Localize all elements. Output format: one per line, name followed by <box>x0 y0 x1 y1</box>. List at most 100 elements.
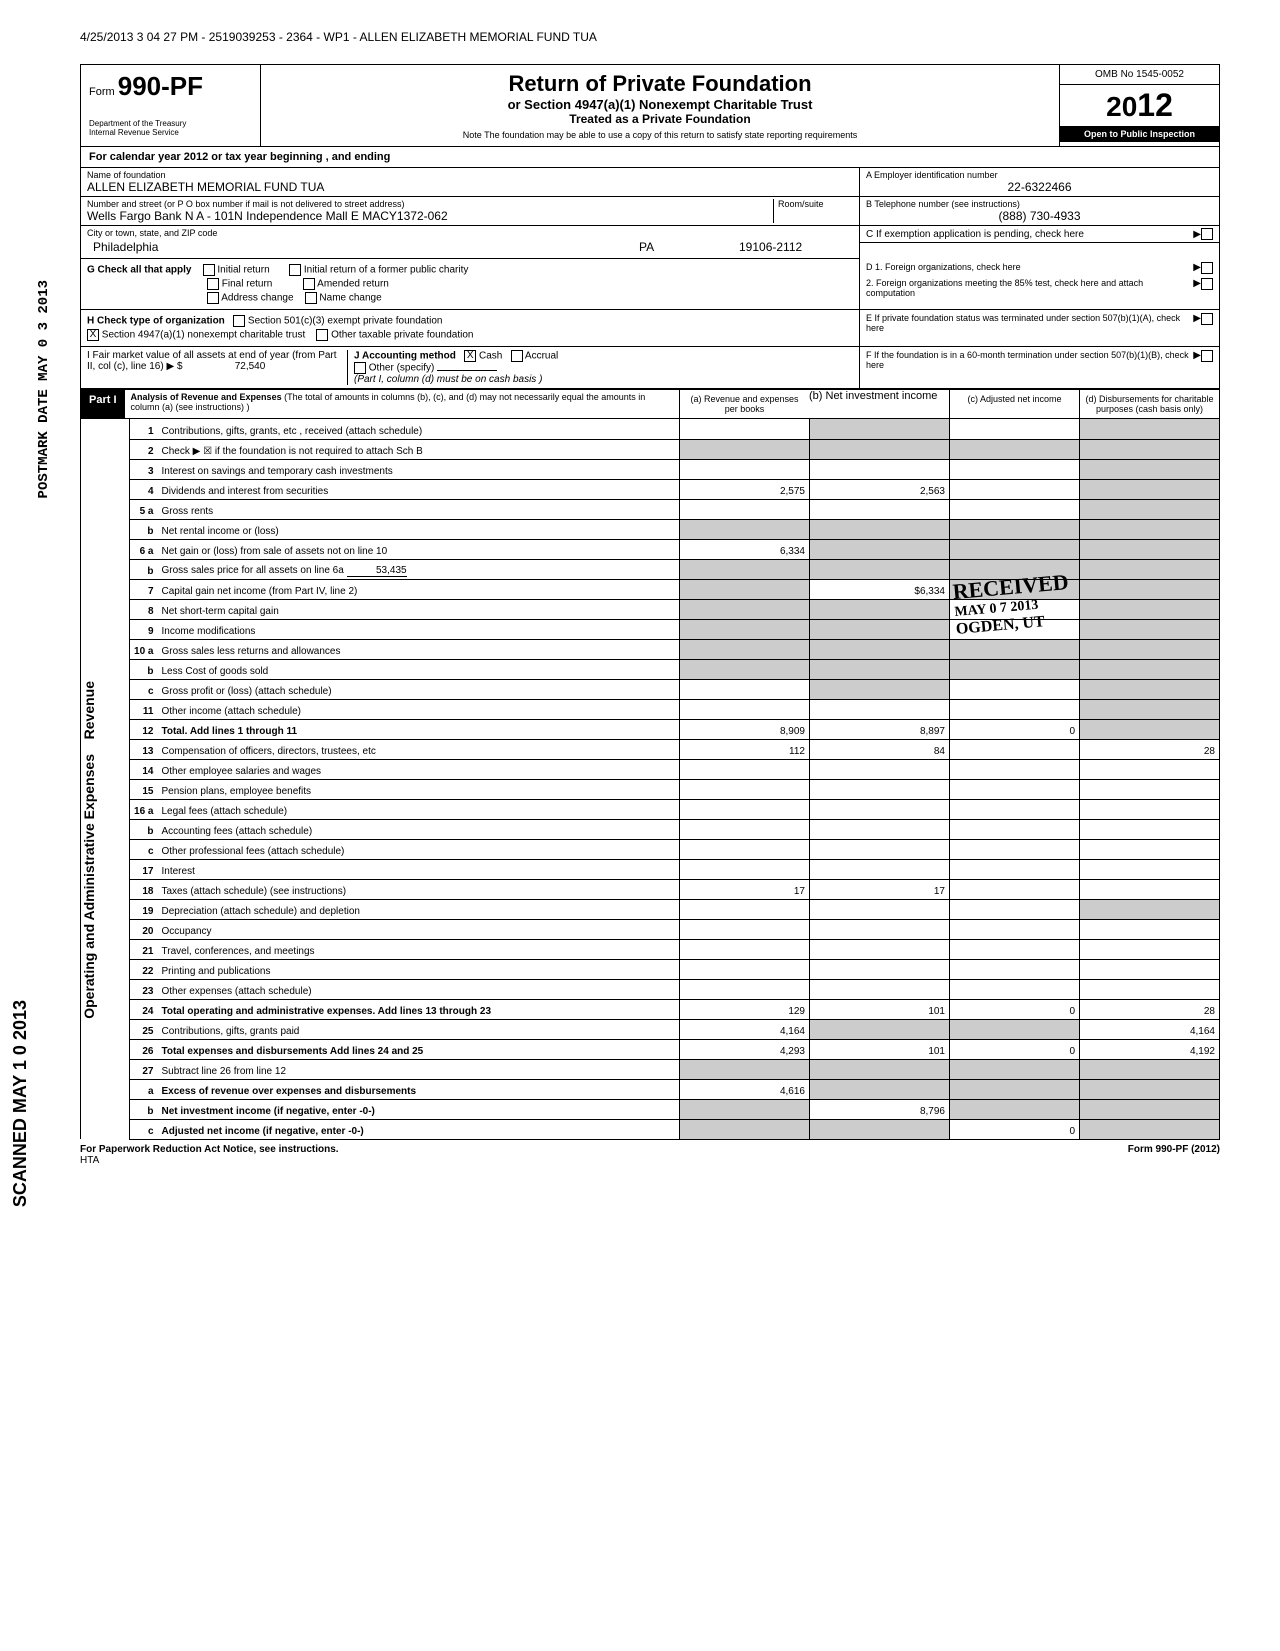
box-f: F If the foundation is in a 60-month ter… <box>866 350 1193 370</box>
line-27c: Adjusted net income (if negative, enter … <box>158 1119 680 1139</box>
received-stamp: RECEIVED MAY 0 7 2013 OGDEN, UT <box>951 569 1072 639</box>
g-initial: Initial return <box>217 265 269 276</box>
h-opt3: Other taxable private foundation <box>331 330 473 341</box>
zip: 19106-2112 <box>733 238 853 256</box>
revenue-label: Revenue <box>81 681 97 739</box>
line-17: Interest <box>158 859 680 879</box>
tax-year: 2012 <box>1060 85 1219 126</box>
h-label: H Check type of organization <box>87 316 225 327</box>
phone-label: B Telephone number (see instructions) <box>866 199 1213 209</box>
form-label: Form <box>89 86 115 98</box>
j-cash: Cash <box>479 351 502 362</box>
part1-label: Part I <box>81 390 125 418</box>
room-label: Room/suite <box>778 199 853 209</box>
line-13: Compensation of officers, directors, tru… <box>158 739 680 759</box>
scanned-stamp: SCANNED MAY 1 0 2013 <box>10 1000 31 1207</box>
calendar-year-row: For calendar year 2012 or tax year begin… <box>80 147 1220 168</box>
g-final: Final return <box>222 279 273 290</box>
omb: OMB No 1545-0052 <box>1060 65 1219 85</box>
f-check[interactable] <box>1201 350 1213 362</box>
j-accrual-check[interactable] <box>511 350 523 362</box>
g-final-check[interactable] <box>207 278 219 290</box>
g-label: G Check all that apply <box>87 265 191 276</box>
box-d2: 2. Foreign organizations meeting the 85%… <box>866 278 1193 298</box>
line-26: Total expenses and disbursements Add lin… <box>158 1039 680 1059</box>
form-note: Note The foundation may be able to use a… <box>269 130 1051 140</box>
line-21: Travel, conferences, and meetings <box>158 939 680 959</box>
name-label: Name of foundation <box>87 170 853 180</box>
line-10a: Gross sales less returns and allowances <box>158 639 680 659</box>
g-addr-check[interactable] <box>207 292 219 304</box>
box-e: E If private foundation status was termi… <box>866 313 1193 333</box>
h-opt2: Section 4947(a)(1) nonexempt charitable … <box>102 330 305 341</box>
col-b-header: (b) Net investment income <box>809 390 949 418</box>
col-c-header: (c) Adjusted net income <box>949 390 1079 418</box>
line-12: Total. Add lines 1 through 11 <box>158 719 680 739</box>
g-name-change: Name change <box>319 293 381 304</box>
footer-right: Form 990-PF (2012) <box>1128 1144 1220 1166</box>
line-15: Pension plans, employee benefits <box>158 779 680 799</box>
g-name-check[interactable] <box>305 292 317 304</box>
ein: 22-6322466 <box>866 180 1213 194</box>
j-other: Other (specify) <box>369 363 435 374</box>
line-7: Capital gain net income (from Part IV, l… <box>158 579 680 599</box>
addr-label: Number and street (or P O box number if … <box>87 199 773 209</box>
part1-table: Revenue 1Contributions, gifts, grants, e… <box>80 419 1220 1140</box>
line-20: Occupancy <box>158 919 680 939</box>
g-initial-check[interactable] <box>203 264 215 276</box>
state: PA <box>633 238 733 256</box>
footer-hta: HTA <box>80 1155 99 1166</box>
line-1: Contributions, gifts, grants, etc , rece… <box>158 419 680 439</box>
line-25: Contributions, gifts, grants paid <box>158 1019 680 1039</box>
line-16b: Accounting fees (attach schedule) <box>158 819 680 839</box>
j-other-check[interactable] <box>354 362 366 374</box>
h-opt1: Section 501(c)(3) exempt private foundat… <box>248 316 443 327</box>
line-23: Other expenses (attach schedule) <box>158 979 680 999</box>
line-24: Total operating and administrative expen… <box>158 999 680 1019</box>
h-opt1-check[interactable] <box>233 315 245 327</box>
g-amended-check[interactable] <box>303 278 315 290</box>
line-5a: Gross rents <box>158 499 680 519</box>
line-14: Other employee salaries and wages <box>158 759 680 779</box>
d2-check[interactable] <box>1201 278 1213 290</box>
box-c: C If exemption application is pending, c… <box>866 229 1193 240</box>
city-label: City or town, state, and ZIP code <box>87 228 853 238</box>
line-4: Dividends and interest from securities <box>158 479 680 499</box>
footer-left: For Paperwork Reduction Act Notice, see … <box>80 1144 339 1155</box>
h-opt3-check[interactable] <box>316 329 328 341</box>
col-a-header: (a) Revenue and expenses per books <box>679 390 809 418</box>
part1-title: Analysis of Revenue and Expenses <box>131 392 282 402</box>
line-10b: Less Cost of goods sold <box>158 659 680 679</box>
box-d1: D 1. Foreign organizations, check here <box>866 262 1193 274</box>
open-inspection: Open to Public Inspection <box>1060 126 1219 142</box>
form-title: Return of Private Foundation <box>269 71 1051 97</box>
line-5b: Net rental income or (loss) <box>158 519 680 539</box>
line-9: Income modifications <box>158 619 680 639</box>
page-header: 4/25/2013 3 04 27 PM - 2519039253 - 2364… <box>80 30 1220 44</box>
j-label: J Accounting method <box>354 351 456 362</box>
line-27a: Excess of revenue over expenses and disb… <box>158 1079 680 1099</box>
j-cash-check[interactable]: X <box>464 350 476 362</box>
j-accrual: Accrual <box>525 351 558 362</box>
e-check[interactable] <box>1201 313 1213 325</box>
line-27: Subtract line 26 from line 12 <box>158 1059 680 1079</box>
foundation-name: ALLEN ELIZABETH MEMORIAL FUND TUA <box>87 180 853 194</box>
expenses-label: Operating and Administrative Expenses <box>81 754 97 1019</box>
line-19: Depreciation (attach schedule) and deple… <box>158 899 680 919</box>
form-subtitle1: or Section 4947(a)(1) Nonexempt Charitab… <box>269 97 1051 112</box>
line-16c: Other professional fees (attach schedule… <box>158 839 680 859</box>
line-6a: Net gain or (loss) from sale of assets n… <box>158 539 680 559</box>
box-c-check[interactable] <box>1201 228 1213 240</box>
h-opt2-check[interactable]: X <box>87 329 99 341</box>
g-addr-change: Address change <box>221 293 293 304</box>
line-16a: Legal fees (attach schedule) <box>158 799 680 819</box>
g-initial-former-check[interactable] <box>289 264 301 276</box>
j-note: (Part I, column (d) must be on cash basi… <box>354 374 542 385</box>
line-22: Printing and publications <box>158 959 680 979</box>
d1-check[interactable] <box>1201 262 1213 274</box>
line-8: Net short-term capital gain <box>158 599 680 619</box>
line-27b: Net investment income (if negative, ente… <box>158 1099 680 1119</box>
i-value: 72,540 <box>185 361 265 372</box>
form-number: 990-PF <box>118 71 203 101</box>
line-10c: Gross profit or (loss) (attach schedule) <box>158 679 680 699</box>
